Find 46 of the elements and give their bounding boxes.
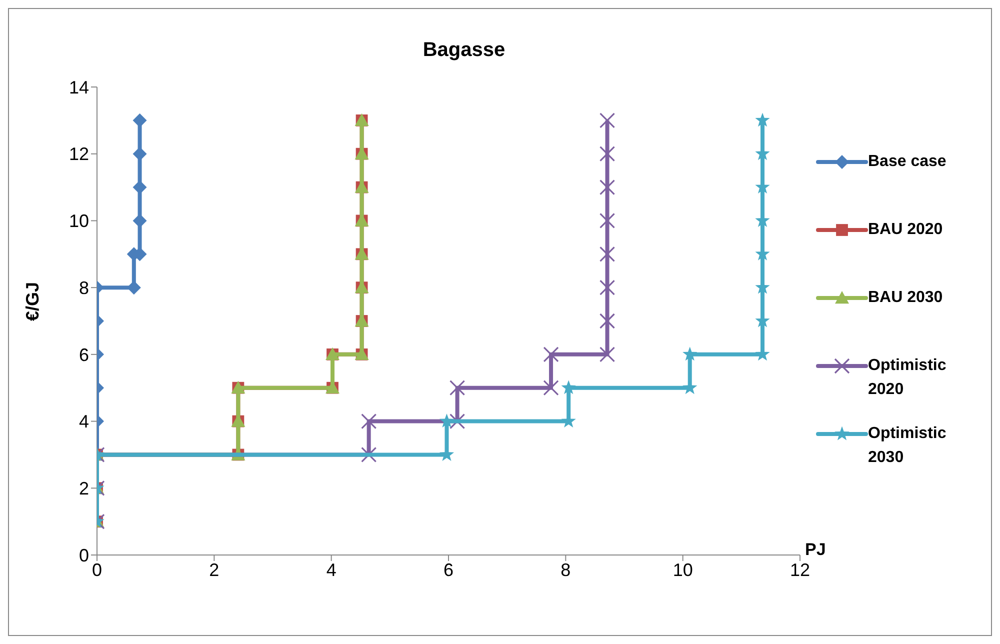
y-tick-label: 10 xyxy=(68,211,89,232)
point xyxy=(361,446,377,463)
point xyxy=(132,113,147,128)
x-tick-label: 10 xyxy=(672,560,693,580)
x-axis-title: PJ xyxy=(805,540,826,560)
y-tick-label: 14 xyxy=(68,77,89,98)
point xyxy=(561,380,576,394)
point xyxy=(599,112,616,128)
y-axis-title: €/GJ xyxy=(22,282,42,321)
point xyxy=(132,180,147,194)
point xyxy=(126,280,141,295)
x-tick-label: 12 xyxy=(790,560,810,580)
chart-title: Bagasse xyxy=(422,39,506,62)
point xyxy=(599,346,616,362)
point xyxy=(599,280,616,296)
legend-label: BAU 2030 xyxy=(868,288,944,308)
point xyxy=(543,346,559,362)
x-tick-label: 0 xyxy=(92,560,102,580)
x-tick-label: 4 xyxy=(326,560,336,580)
point xyxy=(132,214,147,228)
legend-label: Optimistic 2030 xyxy=(868,424,948,468)
point xyxy=(599,179,616,196)
legend-label: BAU 2020 xyxy=(868,220,944,240)
point xyxy=(361,413,377,430)
y-tick-label: 8 xyxy=(78,278,89,298)
x-tick-label: 2 xyxy=(209,560,220,580)
y-tick-label: 4 xyxy=(78,412,89,432)
point xyxy=(543,380,559,396)
point xyxy=(755,112,770,127)
y-tick-label: 2 xyxy=(78,478,89,499)
point xyxy=(599,146,616,162)
point xyxy=(439,414,454,428)
legend-label: Base case xyxy=(868,152,948,172)
point xyxy=(449,380,466,396)
x-tick-label: 8 xyxy=(560,560,571,580)
x-tick-label: 6 xyxy=(443,560,454,580)
legend-label: Optimistic 2020 xyxy=(868,356,948,400)
y-tick-label: 12 xyxy=(68,144,89,164)
point xyxy=(132,146,147,161)
point xyxy=(599,246,616,262)
point xyxy=(599,212,616,229)
point xyxy=(599,313,616,329)
y-tick-label: 6 xyxy=(78,344,89,365)
point xyxy=(682,346,698,361)
y-tick-label: 0 xyxy=(78,545,89,566)
point xyxy=(449,413,466,430)
